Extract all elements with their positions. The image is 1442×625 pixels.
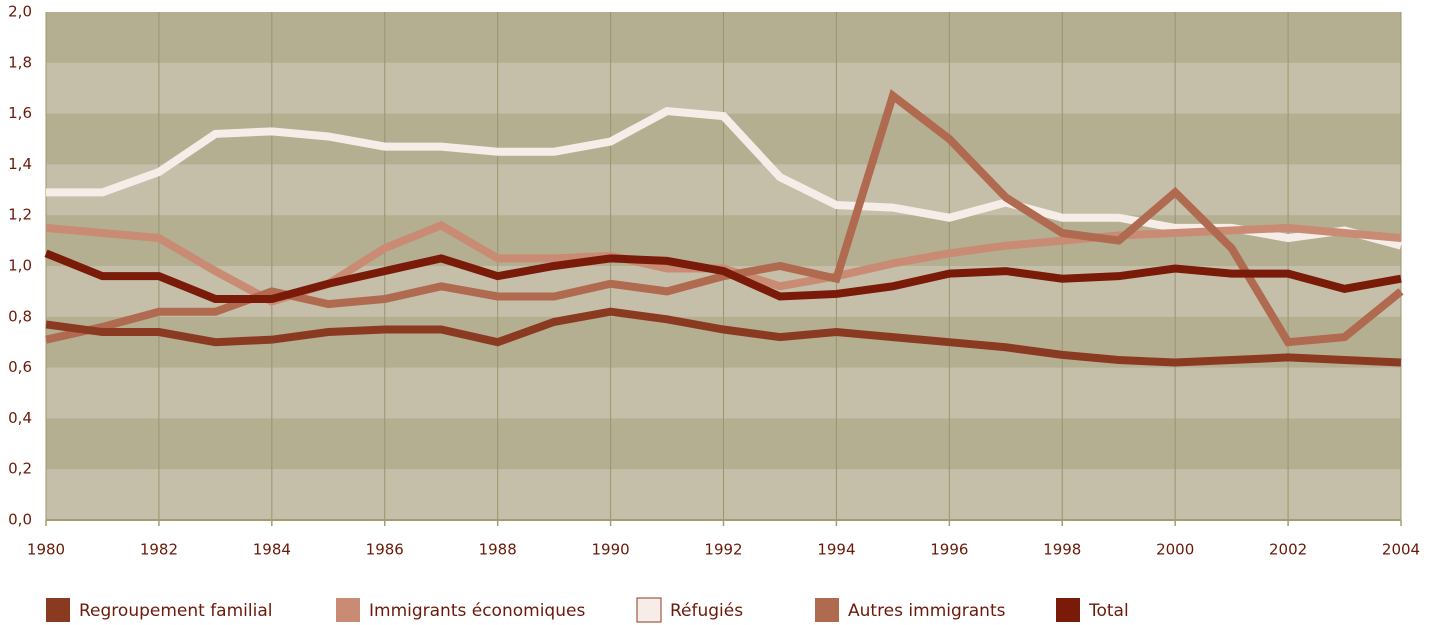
x-tick-label: 1980	[27, 541, 65, 559]
y-tick-label: 0,0	[8, 511, 32, 529]
x-tick-label: 1984	[253, 541, 291, 559]
y-tick-label: 2,0	[8, 3, 32, 21]
y-tick-label: 0,8	[8, 307, 32, 325]
legend-swatch	[1056, 598, 1080, 622]
y-tick-label: 1,2	[8, 206, 32, 224]
x-tick-label: 1990	[591, 541, 629, 559]
legend-label: Immigrants économiques	[369, 601, 585, 621]
x-tick-label: 1994	[817, 541, 855, 559]
y-tick-label: 0,6	[8, 358, 32, 376]
legend-swatch	[815, 598, 839, 622]
x-tick-label: 1996	[930, 541, 968, 559]
legend-label: Regroupement familial	[79, 601, 272, 621]
line	[45, 307, 1402, 367]
line	[46, 106, 1403, 250]
y-tick-label: 0,2	[8, 460, 32, 478]
y-tick-label: 1,4	[8, 155, 32, 173]
x-tick-label: 2002	[1269, 541, 1307, 559]
x-tick-label: 2004	[1382, 541, 1420, 559]
legend-swatch	[336, 598, 360, 622]
x-tick-label: 1982	[140, 541, 178, 559]
legend-label: Total	[1088, 601, 1129, 621]
y-tick-label: 1,8	[8, 53, 32, 71]
x-tick-label: 2000	[1156, 541, 1194, 559]
legend-swatch	[46, 598, 70, 622]
x-tick-label: 1986	[366, 541, 404, 559]
line	[44, 249, 1402, 304]
x-tick-label: 1998	[1043, 541, 1081, 559]
x-tick-label: 1992	[704, 541, 742, 559]
x-tick-label: 1988	[479, 541, 517, 559]
y-tick-label: 0,4	[8, 409, 32, 427]
legend-label: Réfugiés	[670, 601, 743, 621]
y-tick-label: 1,6	[8, 104, 32, 122]
y-tick-label: 1,0	[8, 257, 32, 275]
legend-swatch	[636, 597, 662, 623]
legend-label: Autres immigrants	[848, 601, 1006, 621]
line	[45, 89, 1404, 347]
